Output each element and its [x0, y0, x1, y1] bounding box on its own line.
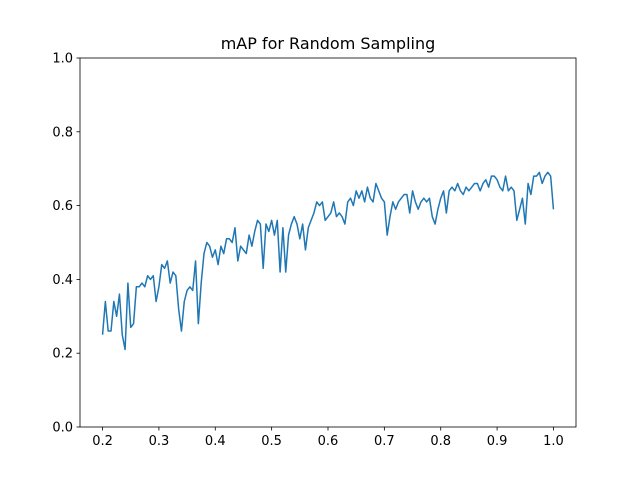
y-tick-label: 0.8 — [52, 125, 73, 140]
plot-frame — [79, 57, 577, 428]
x-tick-label: 1.0 — [543, 434, 564, 449]
y-tick-label: 0.2 — [52, 347, 73, 362]
y-tick-label: 0.4 — [52, 273, 73, 288]
y-tick-label: 1.0 — [52, 52, 73, 67]
x-tick-label: 0.9 — [487, 434, 508, 449]
x-tick-label: 0.6 — [318, 434, 339, 449]
data-line — [101, 171, 555, 351]
x-tick-label: 0.2 — [92, 434, 113, 449]
y-tick-label: 0.0 — [52, 421, 73, 436]
x-tick-label: 0.4 — [205, 434, 226, 449]
chart-title: mAP for Random Sampling — [221, 34, 436, 53]
x-tick-label: 0.5 — [261, 434, 282, 449]
y-tick-label: 0.6 — [52, 199, 73, 214]
x-tick-label: 0.8 — [430, 434, 451, 449]
x-tick-label: 0.3 — [149, 434, 170, 449]
x-tick-label: 0.7 — [374, 434, 395, 449]
